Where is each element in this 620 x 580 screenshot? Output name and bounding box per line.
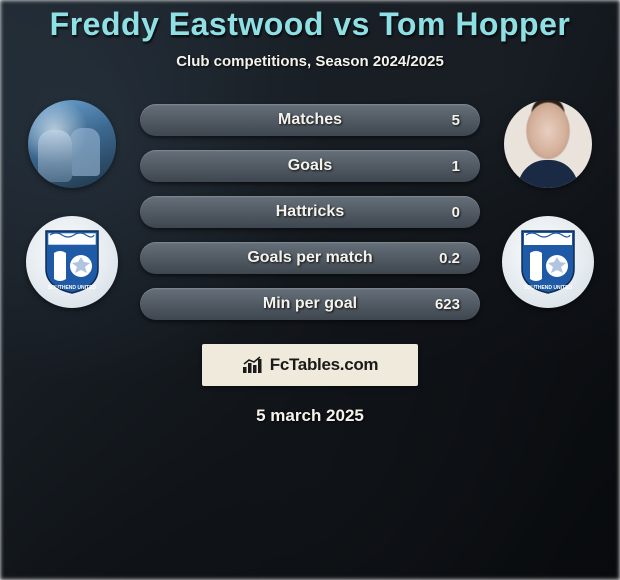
stat-label: Matches: [200, 111, 420, 129]
stat-value: 1: [420, 158, 460, 175]
player-left-club-badge: SOUTHEND UNITED: [26, 216, 118, 308]
bar-chart-icon: [242, 356, 264, 374]
stat-label: Min per goal: [200, 295, 420, 313]
infographic-container: Freddy Eastwood vs Tom Hopper Club compe…: [0, 0, 620, 580]
stat-value: 623: [420, 296, 460, 313]
brand-text: FcTables.com: [270, 355, 379, 375]
player-right-avatar: [504, 100, 592, 188]
headline-title: Freddy Eastwood vs Tom Hopper: [50, 6, 571, 43]
stat-label: Hattricks: [200, 203, 420, 221]
stat-row-goals-per-match: Goals per match 0.2: [140, 242, 480, 274]
stats-column: Matches 5 Goals 1 Hattricks 0 Goals per …: [140, 104, 480, 320]
stat-value: 0: [420, 204, 460, 221]
shield-icon: SOUTHEND UNITED: [44, 229, 100, 295]
stat-row-min-per-goal: Min per goal 623: [140, 288, 480, 320]
shield-icon: SOUTHEND UNITED: [520, 229, 576, 295]
svg-text:SOUTHEND UNITED: SOUTHEND UNITED: [524, 285, 572, 291]
player-right-club-badge: SOUTHEND UNITED: [502, 216, 594, 308]
stat-row-goals: Goals 1: [140, 150, 480, 182]
left-player-column: SOUTHEND UNITED: [22, 100, 122, 308]
player-left-avatar: [28, 100, 116, 188]
right-player-column: SOUTHEND UNITED: [498, 100, 598, 308]
stat-value: 0.2: [420, 250, 460, 267]
brand-box: FcTables.com: [202, 344, 418, 386]
stat-row-hattricks: Hattricks 0: [140, 196, 480, 228]
stat-row-matches: Matches 5: [140, 104, 480, 136]
date-text: 5 march 2025: [256, 406, 364, 426]
stat-label: Goals: [200, 157, 420, 175]
main-row: SOUTHEND UNITED Matches 5 Goals 1 Hattri…: [0, 100, 620, 320]
svg-text:SOUTHEND UNITED: SOUTHEND UNITED: [48, 285, 96, 291]
stat-label: Goals per match: [200, 249, 420, 267]
headline-subtitle: Club competitions, Season 2024/2025: [176, 53, 444, 70]
stat-value: 5: [420, 112, 460, 129]
